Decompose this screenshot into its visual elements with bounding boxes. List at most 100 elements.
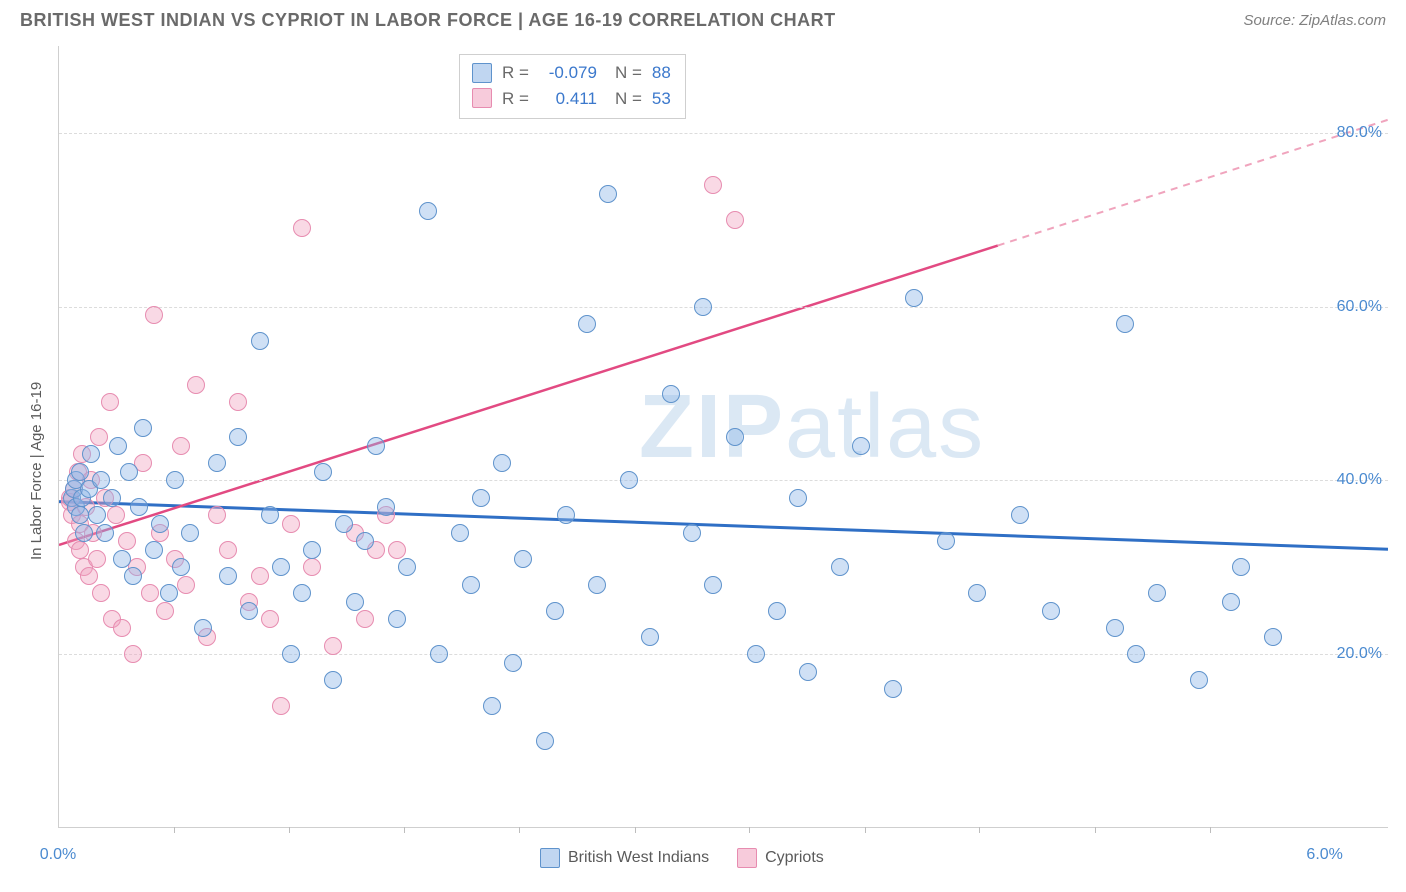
- scatter-point-a: [181, 524, 199, 542]
- chart-plot-area: ZIPatlas R = -0.079 N = 88 R = 0.411 N =…: [58, 46, 1388, 828]
- scatter-point-a: [483, 697, 501, 715]
- scatter-point-a: [346, 593, 364, 611]
- x-tick: [289, 827, 290, 833]
- scatter-point-a: [831, 558, 849, 576]
- scatter-point-a: [293, 584, 311, 602]
- scatter-point-a: [88, 506, 106, 524]
- y-tick-label: 80.0%: [1337, 124, 1382, 142]
- scatter-point-a: [130, 498, 148, 516]
- x-tick: [174, 827, 175, 833]
- scatter-point-b: [88, 550, 106, 568]
- scatter-point-a: [272, 558, 290, 576]
- scatter-point-a: [194, 619, 212, 637]
- scatter-point-b: [156, 602, 174, 620]
- scatter-point-a: [852, 437, 870, 455]
- scatter-point-b: [145, 306, 163, 324]
- stats-row-b: R = 0.411 N = 53: [472, 86, 671, 112]
- scatter-point-a: [588, 576, 606, 594]
- scatter-point-a: [1148, 584, 1166, 602]
- scatter-point-a: [92, 471, 110, 489]
- legend-item-b: Cypriots: [737, 848, 824, 868]
- scatter-point-a: [145, 541, 163, 559]
- bottom-legend: British West Indians Cypriots: [540, 848, 824, 868]
- x-tick: [519, 827, 520, 833]
- scatter-point-a: [208, 454, 226, 472]
- scatter-point-a: [599, 185, 617, 203]
- y-tick-label: 40.0%: [1337, 471, 1382, 489]
- x-tick: [404, 827, 405, 833]
- scatter-point-a: [419, 202, 437, 220]
- gridline: [59, 654, 1388, 655]
- scatter-point-a: [704, 576, 722, 594]
- x-tick-label: 6.0%: [1306, 846, 1342, 864]
- scatter-point-b: [124, 645, 142, 663]
- scatter-point-a: [367, 437, 385, 455]
- n-label: N =: [615, 60, 642, 86]
- y-tick-label: 20.0%: [1337, 645, 1382, 663]
- scatter-point-b: [118, 532, 136, 550]
- scatter-point-a: [303, 541, 321, 559]
- scatter-point-a: [493, 454, 511, 472]
- scatter-point-b: [71, 541, 89, 559]
- scatter-point-b: [101, 393, 119, 411]
- scatter-point-b: [177, 576, 195, 594]
- scatter-point-a: [251, 332, 269, 350]
- scatter-point-a: [324, 671, 342, 689]
- scatter-point-b: [251, 567, 269, 585]
- scatter-point-a: [219, 567, 237, 585]
- scatter-point-a: [166, 471, 184, 489]
- r-value-a: -0.079: [539, 60, 597, 86]
- scatter-point-b: [219, 541, 237, 559]
- scatter-point-a: [120, 463, 138, 481]
- r-label: R =: [502, 86, 529, 112]
- watermark-light: atlas: [785, 377, 985, 477]
- scatter-point-a: [884, 680, 902, 698]
- scatter-point-a: [768, 602, 786, 620]
- x-tick: [865, 827, 866, 833]
- watermark: ZIPatlas: [639, 376, 985, 479]
- scatter-point-a: [282, 645, 300, 663]
- scatter-point-a: [536, 732, 554, 750]
- scatter-point-a: [472, 489, 490, 507]
- legend-item-a: British West Indians: [540, 848, 709, 868]
- scatter-point-b: [90, 428, 108, 446]
- scatter-point-a: [546, 602, 564, 620]
- x-tick: [1210, 827, 1211, 833]
- n-value-b: 53: [652, 86, 671, 112]
- scatter-point-a: [1222, 593, 1240, 611]
- scatter-point-a: [1011, 506, 1029, 524]
- scatter-point-b: [303, 558, 321, 576]
- scatter-point-a: [799, 663, 817, 681]
- scatter-point-a: [430, 645, 448, 663]
- r-value-b: 0.411: [539, 86, 597, 112]
- stats-row-a: R = -0.079 N = 88: [472, 60, 671, 86]
- scatter-point-a: [662, 385, 680, 403]
- scatter-point-b: [272, 697, 290, 715]
- scatter-point-a: [905, 289, 923, 307]
- scatter-point-b: [229, 393, 247, 411]
- scatter-point-a: [314, 463, 332, 481]
- legend-label-b: Cypriots: [765, 849, 824, 867]
- scatter-point-b: [356, 610, 374, 628]
- scatter-point-a: [968, 584, 986, 602]
- chart-title: BRITISH WEST INDIAN VS CYPRIOT IN LABOR …: [20, 10, 836, 31]
- scatter-point-a: [109, 437, 127, 455]
- scatter-point-a: [557, 506, 575, 524]
- n-label: N =: [615, 86, 642, 112]
- scatter-point-a: [504, 654, 522, 672]
- scatter-point-a: [620, 471, 638, 489]
- scatter-point-a: [789, 489, 807, 507]
- scatter-point-a: [160, 584, 178, 602]
- r-label: R =: [502, 60, 529, 86]
- scatter-point-a: [1190, 671, 1208, 689]
- scatter-point-b: [107, 506, 125, 524]
- scatter-point-b: [324, 637, 342, 655]
- scatter-point-a: [1264, 628, 1282, 646]
- scatter-point-a: [335, 515, 353, 533]
- scatter-point-a: [641, 628, 659, 646]
- scatter-point-a: [462, 576, 480, 594]
- gridline: [59, 480, 1388, 481]
- scatter-point-b: [388, 541, 406, 559]
- scatter-point-b: [187, 376, 205, 394]
- y-tick-label: 60.0%: [1337, 298, 1382, 316]
